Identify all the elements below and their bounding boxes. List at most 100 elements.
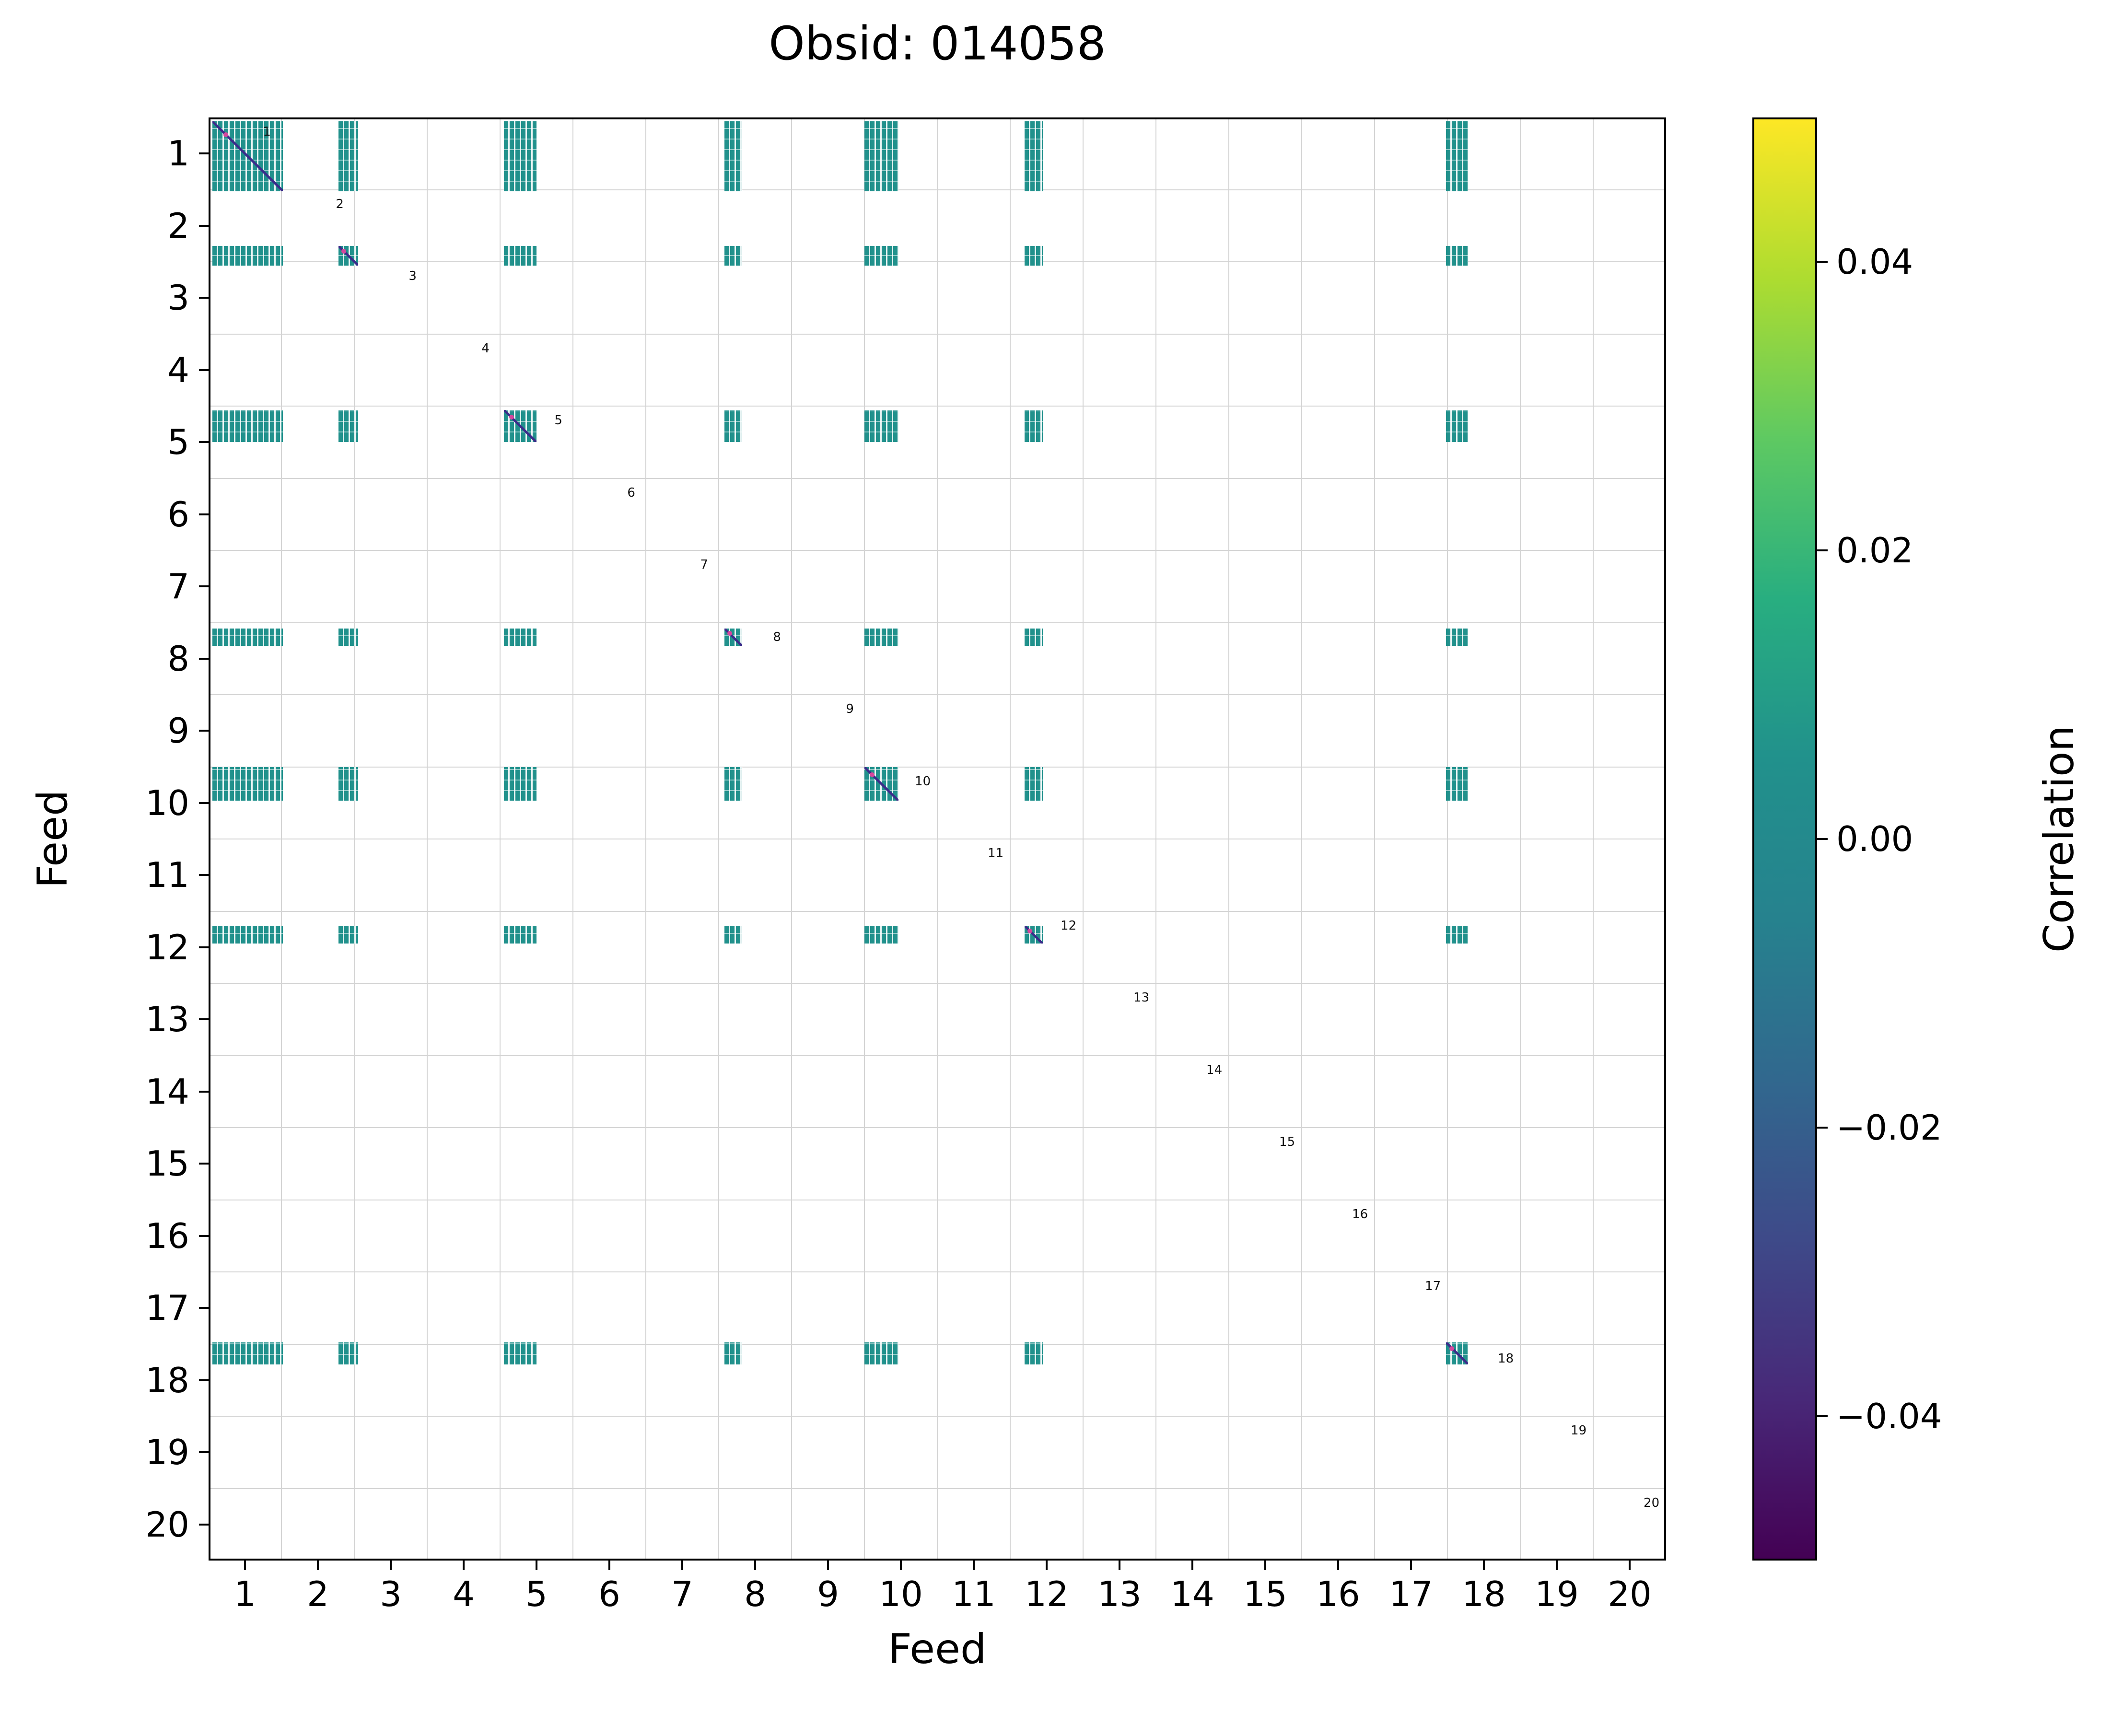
heatmap-block <box>212 925 283 944</box>
heatmap-block <box>503 628 536 646</box>
grid-line-h <box>209 1127 1666 1128</box>
heatmap-block <box>338 121 358 191</box>
y-tick-mark <box>199 802 209 804</box>
diagonal-line <box>212 121 283 191</box>
y-tick-label: 4 <box>167 350 189 390</box>
heatmap-block <box>864 1342 899 1364</box>
heatmap-block <box>864 121 899 191</box>
heatmap-block <box>864 628 899 646</box>
diagonal-label: 14 <box>1206 1062 1223 1077</box>
heatmap-block <box>338 409 358 443</box>
heatmap-block <box>212 121 283 191</box>
diagonal-dot <box>341 249 347 254</box>
diagonal-label: 19 <box>1571 1423 1587 1438</box>
heatmap-block <box>212 767 283 801</box>
colorbar-tick-mark <box>1817 549 1828 551</box>
x-tick-mark <box>973 1561 975 1570</box>
diagonal-label: 2 <box>336 197 344 211</box>
x-tick-mark <box>900 1561 902 1570</box>
x-tick-label: 16 <box>1316 1574 1360 1614</box>
diagonal-line <box>864 767 898 801</box>
y-tick-mark <box>199 224 209 227</box>
x-tick-mark <box>827 1561 829 1570</box>
y-tick-label: 20 <box>145 1504 189 1545</box>
heatmap-block <box>1446 409 1468 443</box>
heatmap-block <box>864 925 899 944</box>
y-tick-mark <box>199 297 209 299</box>
x-tick-mark <box>536 1561 537 1570</box>
grid-line-v <box>1228 117 1229 1561</box>
diagonal-line <box>1446 1342 1468 1364</box>
heatmap-block <box>338 628 358 646</box>
grid-line-h <box>209 1055 1666 1056</box>
grid-line-v <box>1593 117 1594 1561</box>
x-tick-mark <box>1119 1561 1120 1570</box>
heatmap-block <box>1446 1342 1468 1364</box>
heatmap-block <box>1446 767 1468 801</box>
y-tick-mark <box>199 441 209 443</box>
diagonal-dot <box>1449 1346 1455 1351</box>
x-tick-label: 8 <box>744 1574 766 1614</box>
heatmap-block <box>338 767 358 801</box>
diagonal-line <box>504 410 536 443</box>
y-tick-mark <box>199 1379 209 1381</box>
y-tick-label: 14 <box>145 1071 189 1112</box>
heatmap-block <box>864 245 899 266</box>
diagonal-line <box>1025 926 1043 944</box>
x-tick-label: 14 <box>1170 1574 1214 1614</box>
y-tick-mark <box>199 1307 209 1309</box>
diagonal-label: 18 <box>1498 1351 1514 1366</box>
heatmap-block <box>724 767 742 801</box>
diagonal-dot <box>509 415 514 420</box>
heatmap-block <box>724 409 742 443</box>
y-tick-mark <box>199 152 209 155</box>
x-tick-label: 6 <box>598 1574 620 1614</box>
diagonal-label: 17 <box>1425 1279 1441 1294</box>
y-axis-label: Feed <box>29 790 77 888</box>
diagonal-label: 11 <box>988 846 1004 861</box>
colorbar-tick-label: −0.02 <box>1836 1107 1942 1148</box>
diagonal-label: 8 <box>773 629 781 644</box>
diagonal-label: 4 <box>481 341 490 356</box>
x-tick-label: 7 <box>671 1574 693 1614</box>
x-tick-label: 2 <box>307 1574 329 1614</box>
diagonal-label: 7 <box>700 558 708 572</box>
grid-line-h <box>209 1271 1666 1272</box>
x-tick-label: 3 <box>380 1574 402 1614</box>
x-tick-label: 11 <box>952 1574 996 1614</box>
colorbar-tick-mark <box>1817 1127 1828 1129</box>
x-axis-label: Feed <box>888 1625 987 1673</box>
colorbar-tick-mark <box>1817 1415 1828 1417</box>
heatmap-block <box>1025 245 1043 266</box>
heatmap-block <box>503 245 536 266</box>
diagonal-line <box>724 629 742 646</box>
heatmap-block <box>338 1342 358 1364</box>
colorbar-label: Correlation <box>2035 725 2083 953</box>
x-tick-label: 19 <box>1535 1574 1579 1614</box>
grid-line-v <box>1374 117 1375 1561</box>
y-tick-mark <box>199 874 209 876</box>
heatmap-block <box>1446 245 1468 266</box>
y-tick-mark <box>199 1163 209 1165</box>
y-tick-label: 17 <box>145 1288 189 1328</box>
y-tick-mark <box>199 1451 209 1454</box>
y-tick-mark <box>199 657 209 660</box>
colorbar-tick-mark <box>1817 838 1828 840</box>
x-tick-mark <box>754 1561 756 1570</box>
diagonal-label: 12 <box>1061 918 1077 933</box>
y-tick-label: 8 <box>167 638 189 679</box>
x-tick-label: 12 <box>1025 1574 1069 1614</box>
heatmap-block <box>1446 925 1468 944</box>
diagonal-label: 10 <box>915 774 931 789</box>
x-tick-label: 20 <box>1608 1574 1652 1614</box>
heatmap-block <box>212 1342 283 1364</box>
x-tick-mark <box>317 1561 319 1570</box>
y-tick-mark <box>199 730 209 732</box>
diagonal-dot <box>870 772 875 777</box>
grid-line-h <box>209 983 1666 984</box>
y-tick-label: 2 <box>167 205 189 246</box>
diagonal-dot <box>1027 928 1033 933</box>
colorbar-tick-label: 0.04 <box>1836 242 1913 282</box>
colorbar <box>1752 117 1817 1561</box>
y-tick-label: 10 <box>145 782 189 823</box>
